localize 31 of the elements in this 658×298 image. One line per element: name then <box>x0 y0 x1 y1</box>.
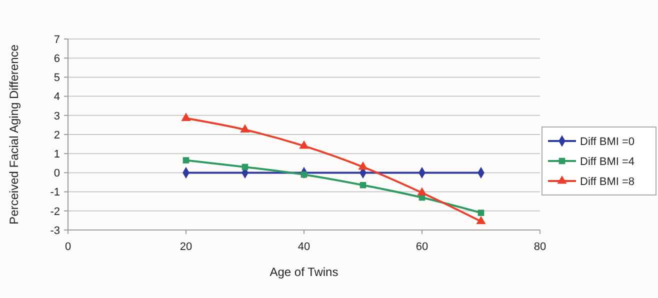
point <box>299 140 309 149</box>
legend-label: Diff BMI =0 <box>580 136 635 148</box>
y-tick-label: 5 <box>54 72 60 84</box>
x-tick-label: 80 <box>534 241 546 253</box>
point <box>417 187 427 196</box>
y-tick-label: 7 <box>54 34 60 46</box>
y-tick-label: 0 <box>54 168 60 180</box>
x-tick-label: 40 <box>298 241 310 253</box>
x-tick-label: 0 <box>64 241 72 253</box>
y-axis-title: Perceived Facial Aging Difference <box>7 44 21 224</box>
point <box>360 182 366 188</box>
x-axis-title: Age of Twins <box>270 265 338 279</box>
point <box>358 161 368 170</box>
point <box>300 171 308 178</box>
point <box>242 164 248 170</box>
y-tick-label: 6 <box>54 52 60 65</box>
x-tick-label: 20 <box>180 241 192 253</box>
point <box>240 124 250 132</box>
y-tick-label: -2 <box>50 206 60 218</box>
x-tick-label: 60 <box>416 241 428 253</box>
y-tick-label: 1 <box>54 148 60 160</box>
y-tick-label: 4 <box>54 91 60 104</box>
legend-label: Diff BMI =8 <box>580 176 635 188</box>
y-tick-label: 3 <box>54 110 60 122</box>
y-tick-label: -1 <box>50 186 60 199</box>
point <box>181 112 191 122</box>
point <box>478 210 484 216</box>
point <box>182 157 190 164</box>
legend-label: Diff BMI =4 <box>580 156 635 168</box>
y-tick-label: -3 <box>50 224 60 237</box>
y-tick-label: 2 <box>54 129 60 142</box>
